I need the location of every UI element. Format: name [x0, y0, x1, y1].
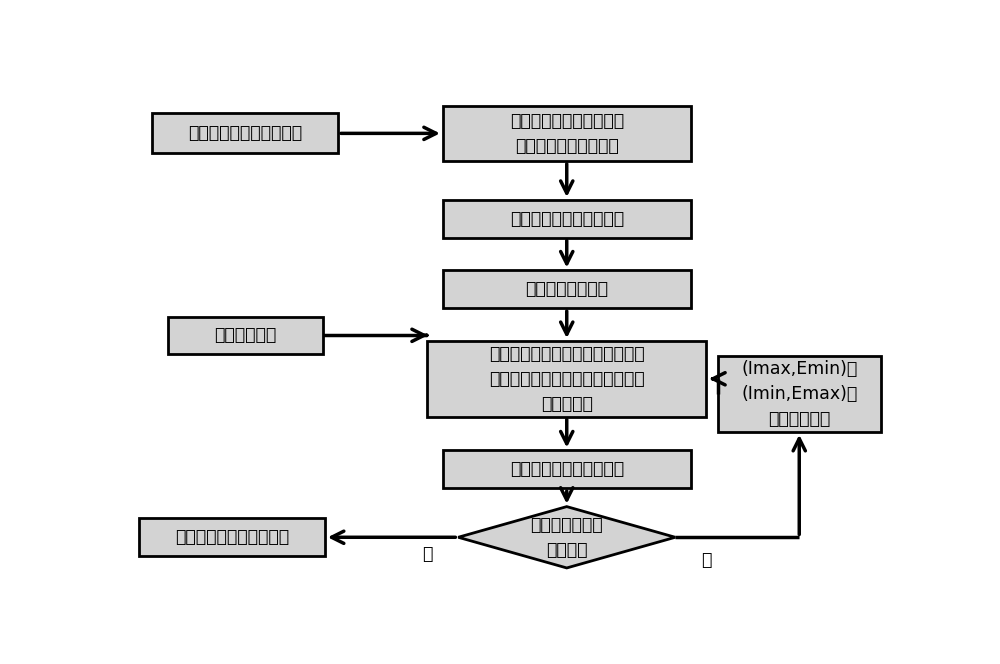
Text: 是: 是: [422, 545, 432, 563]
FancyBboxPatch shape: [139, 519, 325, 556]
FancyBboxPatch shape: [443, 450, 691, 488]
Text: 导入电阻片伏安特性数据: 导入电阻片伏安特性数据: [188, 124, 302, 142]
Text: 输出电阻片位置序号矩阵: 输出电阻片位置序号矩阵: [175, 529, 289, 546]
Text: 否: 否: [701, 551, 711, 569]
Text: 导入电压波形: 导入电压波形: [214, 326, 276, 345]
FancyBboxPatch shape: [443, 270, 691, 308]
FancyBboxPatch shape: [443, 106, 691, 161]
FancyBboxPatch shape: [168, 317, 323, 354]
Polygon shape: [458, 507, 675, 568]
Text: 根据避雷器实际工况电流
波形对电阻片进行筛选: 根据避雷器实际工况电流 波形对电阻片进行筛选: [510, 112, 624, 155]
Text: 均能不均匀系数
满足要求: 均能不均匀系数 满足要求: [530, 516, 603, 559]
Text: 计算每片电阻片吸收能量: 计算每片电阻片吸收能量: [510, 460, 624, 478]
Text: 拟合各柱伏安特性，计算各柱电流
拟合各片伏安特性，计算所有电阻
片承担电压: 拟合各柱伏安特性，计算各柱电流 拟合各片伏安特性，计算所有电阻 片承担电压: [489, 345, 645, 413]
Text: (Imax,Emin)与
(Imin,Emax)电
阻片位置互换: (Imax,Emin)与 (Imin,Emax)电 阻片位置互换: [741, 360, 857, 428]
FancyBboxPatch shape: [718, 357, 881, 432]
Text: 计算各柱伏安特性: 计算各柱伏安特性: [525, 280, 608, 298]
Text: 生成对应位置的序号矩阵: 生成对应位置的序号矩阵: [510, 210, 624, 228]
FancyBboxPatch shape: [443, 200, 691, 238]
FancyBboxPatch shape: [427, 341, 706, 416]
FancyBboxPatch shape: [152, 114, 338, 153]
